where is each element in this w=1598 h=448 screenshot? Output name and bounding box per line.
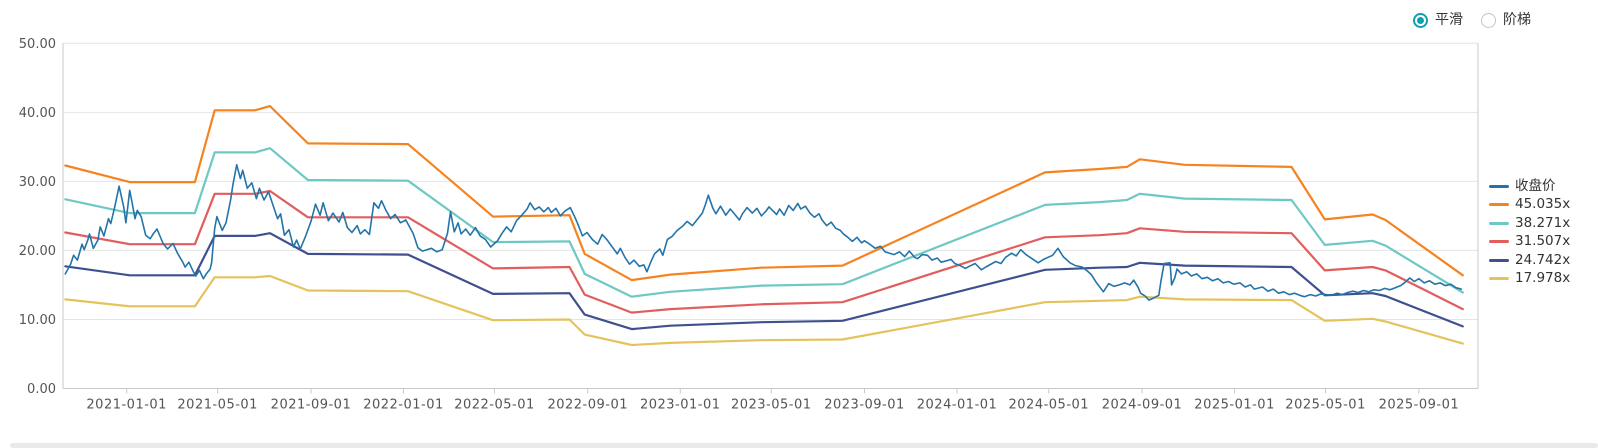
x-axis-tick-label: 2024-01-01 — [917, 398, 998, 413]
radio-step-icon[interactable] — [1481, 12, 1496, 28]
x-axis-tick-label: 2021-01-01 — [86, 398, 167, 413]
x-axis-tick-label: 2023-09-01 — [824, 398, 905, 413]
x-axis-tick-label: 2022-09-01 — [547, 398, 628, 413]
band-line-17.978x[interactable] — [64, 274, 1464, 347]
x-axis-tick-label: 2023-05-01 — [731, 398, 812, 413]
x-axis-tick-label: 2021-09-01 — [271, 398, 352, 413]
x-axis-tick-label: 2024-09-01 — [1102, 398, 1183, 413]
legend-item-24.742x[interactable]: 24.742x — [1489, 251, 1570, 270]
legend-swatch-icon — [1489, 221, 1509, 225]
x-axis-tick-label: 2025-09-01 — [1379, 398, 1460, 413]
legend-item-label: 收盘价 — [1515, 177, 1556, 194]
band-line-38.271x[interactable] — [64, 147, 1464, 298]
y-axis-tick-label: 40.00 — [19, 106, 56, 121]
y-axis-tick-label: 30.00 — [19, 175, 56, 190]
line-mode-controls: 平滑 阶梯 — [1413, 9, 1531, 31]
legend-item-17.978x[interactable]: 17.978x — [1489, 270, 1570, 289]
legend-item-31.507x[interactable]: 31.507x — [1489, 233, 1570, 252]
x-axis-tick-label: 2025-01-01 — [1194, 398, 1275, 413]
legend-item-label: 38.271x — [1515, 214, 1571, 231]
legend-item-45.035x[interactable]: 45.035x — [1489, 196, 1570, 215]
x-axis-tick-label: 2022-05-01 — [454, 398, 535, 413]
radio-smooth-label: 平滑 — [1435, 12, 1463, 28]
radio-step-label: 阶梯 — [1503, 12, 1531, 28]
x-axis-tick-label: 2024-05-01 — [1009, 398, 1090, 413]
band-line-24.742x[interactable] — [64, 232, 1464, 331]
y-axis-tick-label: 0.00 — [27, 382, 56, 397]
legend-item-收盘价[interactable]: 收盘价 — [1489, 177, 1570, 196]
legend-swatch-icon — [1489, 258, 1509, 262]
legend-swatch-icon — [1489, 203, 1509, 207]
x-axis-tick-label: 2021-05-01 — [177, 398, 258, 413]
y-axis-tick-label: 20.00 — [19, 244, 56, 259]
radio-smooth[interactable]: 平滑 — [1413, 12, 1463, 28]
chart-legend: 收盘价 45.035x 38.271x 31.507x 24.742x 17.978x — [1489, 177, 1570, 288]
legend-item-label: 45.035x — [1515, 196, 1571, 212]
legend-swatch-icon — [1489, 184, 1509, 188]
horizontal-scrollbar[interactable] — [10, 443, 1598, 448]
radio-step[interactable]: 阶梯 — [1481, 12, 1531, 28]
legend-swatch-icon — [1489, 277, 1509, 281]
legend-item-label: 17.978x — [1515, 270, 1571, 286]
legend-item-label: 24.742x — [1515, 251, 1571, 268]
y-axis-tick-label: 50.00 — [19, 37, 56, 52]
price-line[interactable] — [64, 164, 1463, 301]
legend-item-label: 31.507x — [1515, 233, 1571, 249]
legend-swatch-icon — [1489, 240, 1509, 244]
legend-item-38.271x[interactable]: 38.271x — [1489, 214, 1570, 233]
band-line-45.035x[interactable] — [64, 104, 1464, 282]
x-axis-tick-label: 2022-01-01 — [363, 398, 444, 413]
x-axis-tick-label: 2023-01-01 — [640, 398, 721, 413]
radio-smooth-icon[interactable] — [1413, 12, 1428, 28]
y-axis-tick-label: 10.00 — [19, 313, 56, 328]
x-axis-tick-label: 2025-05-01 — [1285, 398, 1366, 413]
